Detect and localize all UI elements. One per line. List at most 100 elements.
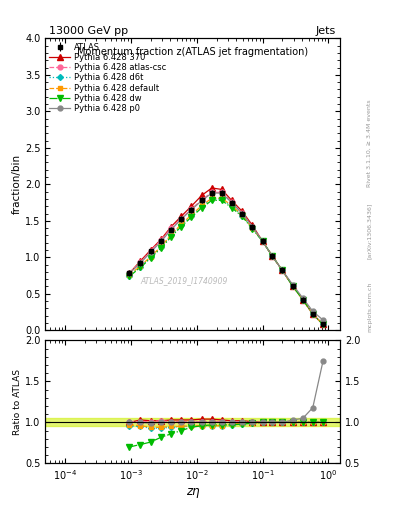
Pythia 6.428 d6t — [280, 267, 285, 273]
Pythia 6.428 370 — [250, 222, 255, 228]
Pythia 6.428 370 — [219, 186, 224, 193]
Pythia 6.428 370 — [321, 322, 325, 328]
Pythia 6.428 370 — [138, 258, 143, 264]
Pythia 6.428 370 — [127, 270, 132, 276]
Pythia 6.428 atlas-csc — [301, 296, 305, 303]
Pythia 6.428 dw — [169, 234, 174, 240]
Pythia 6.428 dw — [229, 205, 234, 211]
Text: ATLAS_2019_I1740909: ATLAS_2019_I1740909 — [140, 276, 228, 285]
Pythia 6.428 atlas-csc — [321, 322, 325, 328]
Pythia 6.428 dw — [280, 267, 285, 273]
Text: 13000 GeV pp: 13000 GeV pp — [49, 26, 128, 36]
Pythia 6.428 d6t — [209, 196, 214, 202]
Pythia 6.428 dw — [138, 264, 143, 270]
Text: Jets: Jets — [316, 26, 336, 36]
Pythia 6.428 atlas-csc — [310, 311, 315, 317]
Pythia 6.428 dw — [148, 255, 153, 261]
Pythia 6.428 370 — [229, 197, 234, 203]
Pythia 6.428 d6t — [301, 296, 305, 303]
Pythia 6.428 370 — [270, 253, 274, 259]
Pythia 6.428 dw — [290, 284, 295, 290]
Pythia 6.428 d6t — [229, 203, 234, 209]
Pythia 6.428 d6t — [240, 212, 244, 219]
Pythia 6.428 atlas-csc — [219, 189, 224, 196]
Pythia 6.428 atlas-csc — [179, 216, 184, 222]
Pythia 6.428 370 — [200, 192, 204, 198]
Pythia 6.428 370 — [290, 284, 295, 290]
Line: Pythia 6.428 d6t: Pythia 6.428 d6t — [127, 197, 325, 327]
Pythia 6.428 dw — [219, 197, 224, 203]
Pythia 6.428 p0 — [321, 317, 325, 323]
Pythia 6.428 p0 — [169, 226, 174, 232]
Pythia 6.428 atlas-csc — [240, 210, 244, 216]
Pythia 6.428 d6t — [159, 244, 163, 250]
Pythia 6.428 default — [260, 238, 265, 244]
Pythia 6.428 d6t — [138, 264, 143, 270]
Text: mcplots.cern.ch: mcplots.cern.ch — [367, 282, 372, 332]
Pythia 6.428 p0 — [260, 238, 265, 244]
Pythia 6.428 atlas-csc — [290, 284, 295, 290]
Pythia 6.428 370 — [159, 236, 163, 242]
Pythia 6.428 d6t — [260, 238, 265, 244]
Pythia 6.428 370 — [148, 247, 153, 253]
Pythia 6.428 atlas-csc — [189, 206, 194, 212]
Pythia 6.428 d6t — [189, 212, 194, 219]
Pythia 6.428 atlas-csc — [229, 199, 234, 205]
Line: Pythia 6.428 dw: Pythia 6.428 dw — [127, 198, 326, 327]
Pythia 6.428 370 — [169, 224, 174, 230]
Pythia 6.428 default — [270, 253, 274, 259]
Pythia 6.428 atlas-csc — [138, 259, 143, 265]
Pythia 6.428 p0 — [310, 308, 315, 314]
Text: Momentum fraction z(ATLAS jet fragmentation): Momentum fraction z(ATLAS jet fragmentat… — [77, 47, 308, 57]
Pythia 6.428 p0 — [159, 238, 163, 244]
Text: Rivet 3.1.10, ≥ 3.4M events: Rivet 3.1.10, ≥ 3.4M events — [367, 99, 372, 187]
Pythia 6.428 default — [219, 195, 224, 201]
Pythia 6.428 d6t — [169, 232, 174, 239]
Pythia 6.428 default — [200, 202, 204, 208]
Y-axis label: Ratio to ATLAS: Ratio to ATLAS — [13, 369, 22, 435]
Pythia 6.428 p0 — [200, 197, 204, 203]
Pythia 6.428 370 — [240, 208, 244, 215]
Pythia 6.428 370 — [310, 311, 315, 317]
Pythia 6.428 dw — [159, 245, 163, 251]
Line: Pythia 6.428 default: Pythia 6.428 default — [127, 196, 325, 327]
Pythia 6.428 default — [209, 195, 214, 201]
Pythia 6.428 p0 — [179, 216, 184, 222]
Pythia 6.428 p0 — [229, 200, 234, 206]
Pythia 6.428 dw — [240, 214, 244, 220]
Pythia 6.428 d6t — [290, 284, 295, 290]
Pythia 6.428 370 — [280, 267, 285, 273]
Pythia 6.428 p0 — [301, 295, 305, 301]
Pythia 6.428 370 — [189, 203, 194, 209]
Pythia 6.428 atlas-csc — [169, 225, 174, 231]
Pythia 6.428 p0 — [280, 267, 285, 273]
Y-axis label: fraction/bin: fraction/bin — [12, 154, 22, 215]
Pythia 6.428 default — [240, 212, 244, 218]
Line: Pythia 6.428 p0: Pythia 6.428 p0 — [127, 190, 325, 323]
Pythia 6.428 p0 — [209, 190, 214, 196]
Pythia 6.428 d6t — [321, 322, 325, 328]
Pythia 6.428 370 — [260, 238, 265, 244]
Pythia 6.428 p0 — [290, 282, 295, 288]
Pythia 6.428 default — [138, 263, 143, 269]
Pythia 6.428 p0 — [127, 270, 132, 276]
Pythia 6.428 d6t — [179, 222, 184, 228]
Pythia 6.428 dw — [310, 311, 315, 317]
Pythia 6.428 p0 — [270, 253, 274, 259]
Text: [arXiv:1306.3436]: [arXiv:1306.3436] — [367, 202, 372, 259]
Line: Pythia 6.428 370: Pythia 6.428 370 — [127, 185, 326, 327]
Pythia 6.428 atlas-csc — [127, 269, 132, 275]
Pythia 6.428 default — [159, 243, 163, 249]
Pythia 6.428 d6t — [310, 311, 315, 317]
Pythia 6.428 dw — [260, 238, 265, 244]
Pythia 6.428 atlas-csc — [250, 224, 255, 230]
Pythia 6.428 default — [250, 225, 255, 231]
Pythia 6.428 default — [169, 231, 174, 238]
Pythia 6.428 default — [179, 221, 184, 227]
Pythia 6.428 d6t — [148, 254, 153, 260]
Pythia 6.428 default — [127, 272, 132, 278]
Pythia 6.428 370 — [179, 214, 184, 220]
Pythia 6.428 atlas-csc — [280, 267, 285, 273]
Pythia 6.428 default — [290, 284, 295, 290]
Pythia 6.428 atlas-csc — [260, 238, 265, 244]
